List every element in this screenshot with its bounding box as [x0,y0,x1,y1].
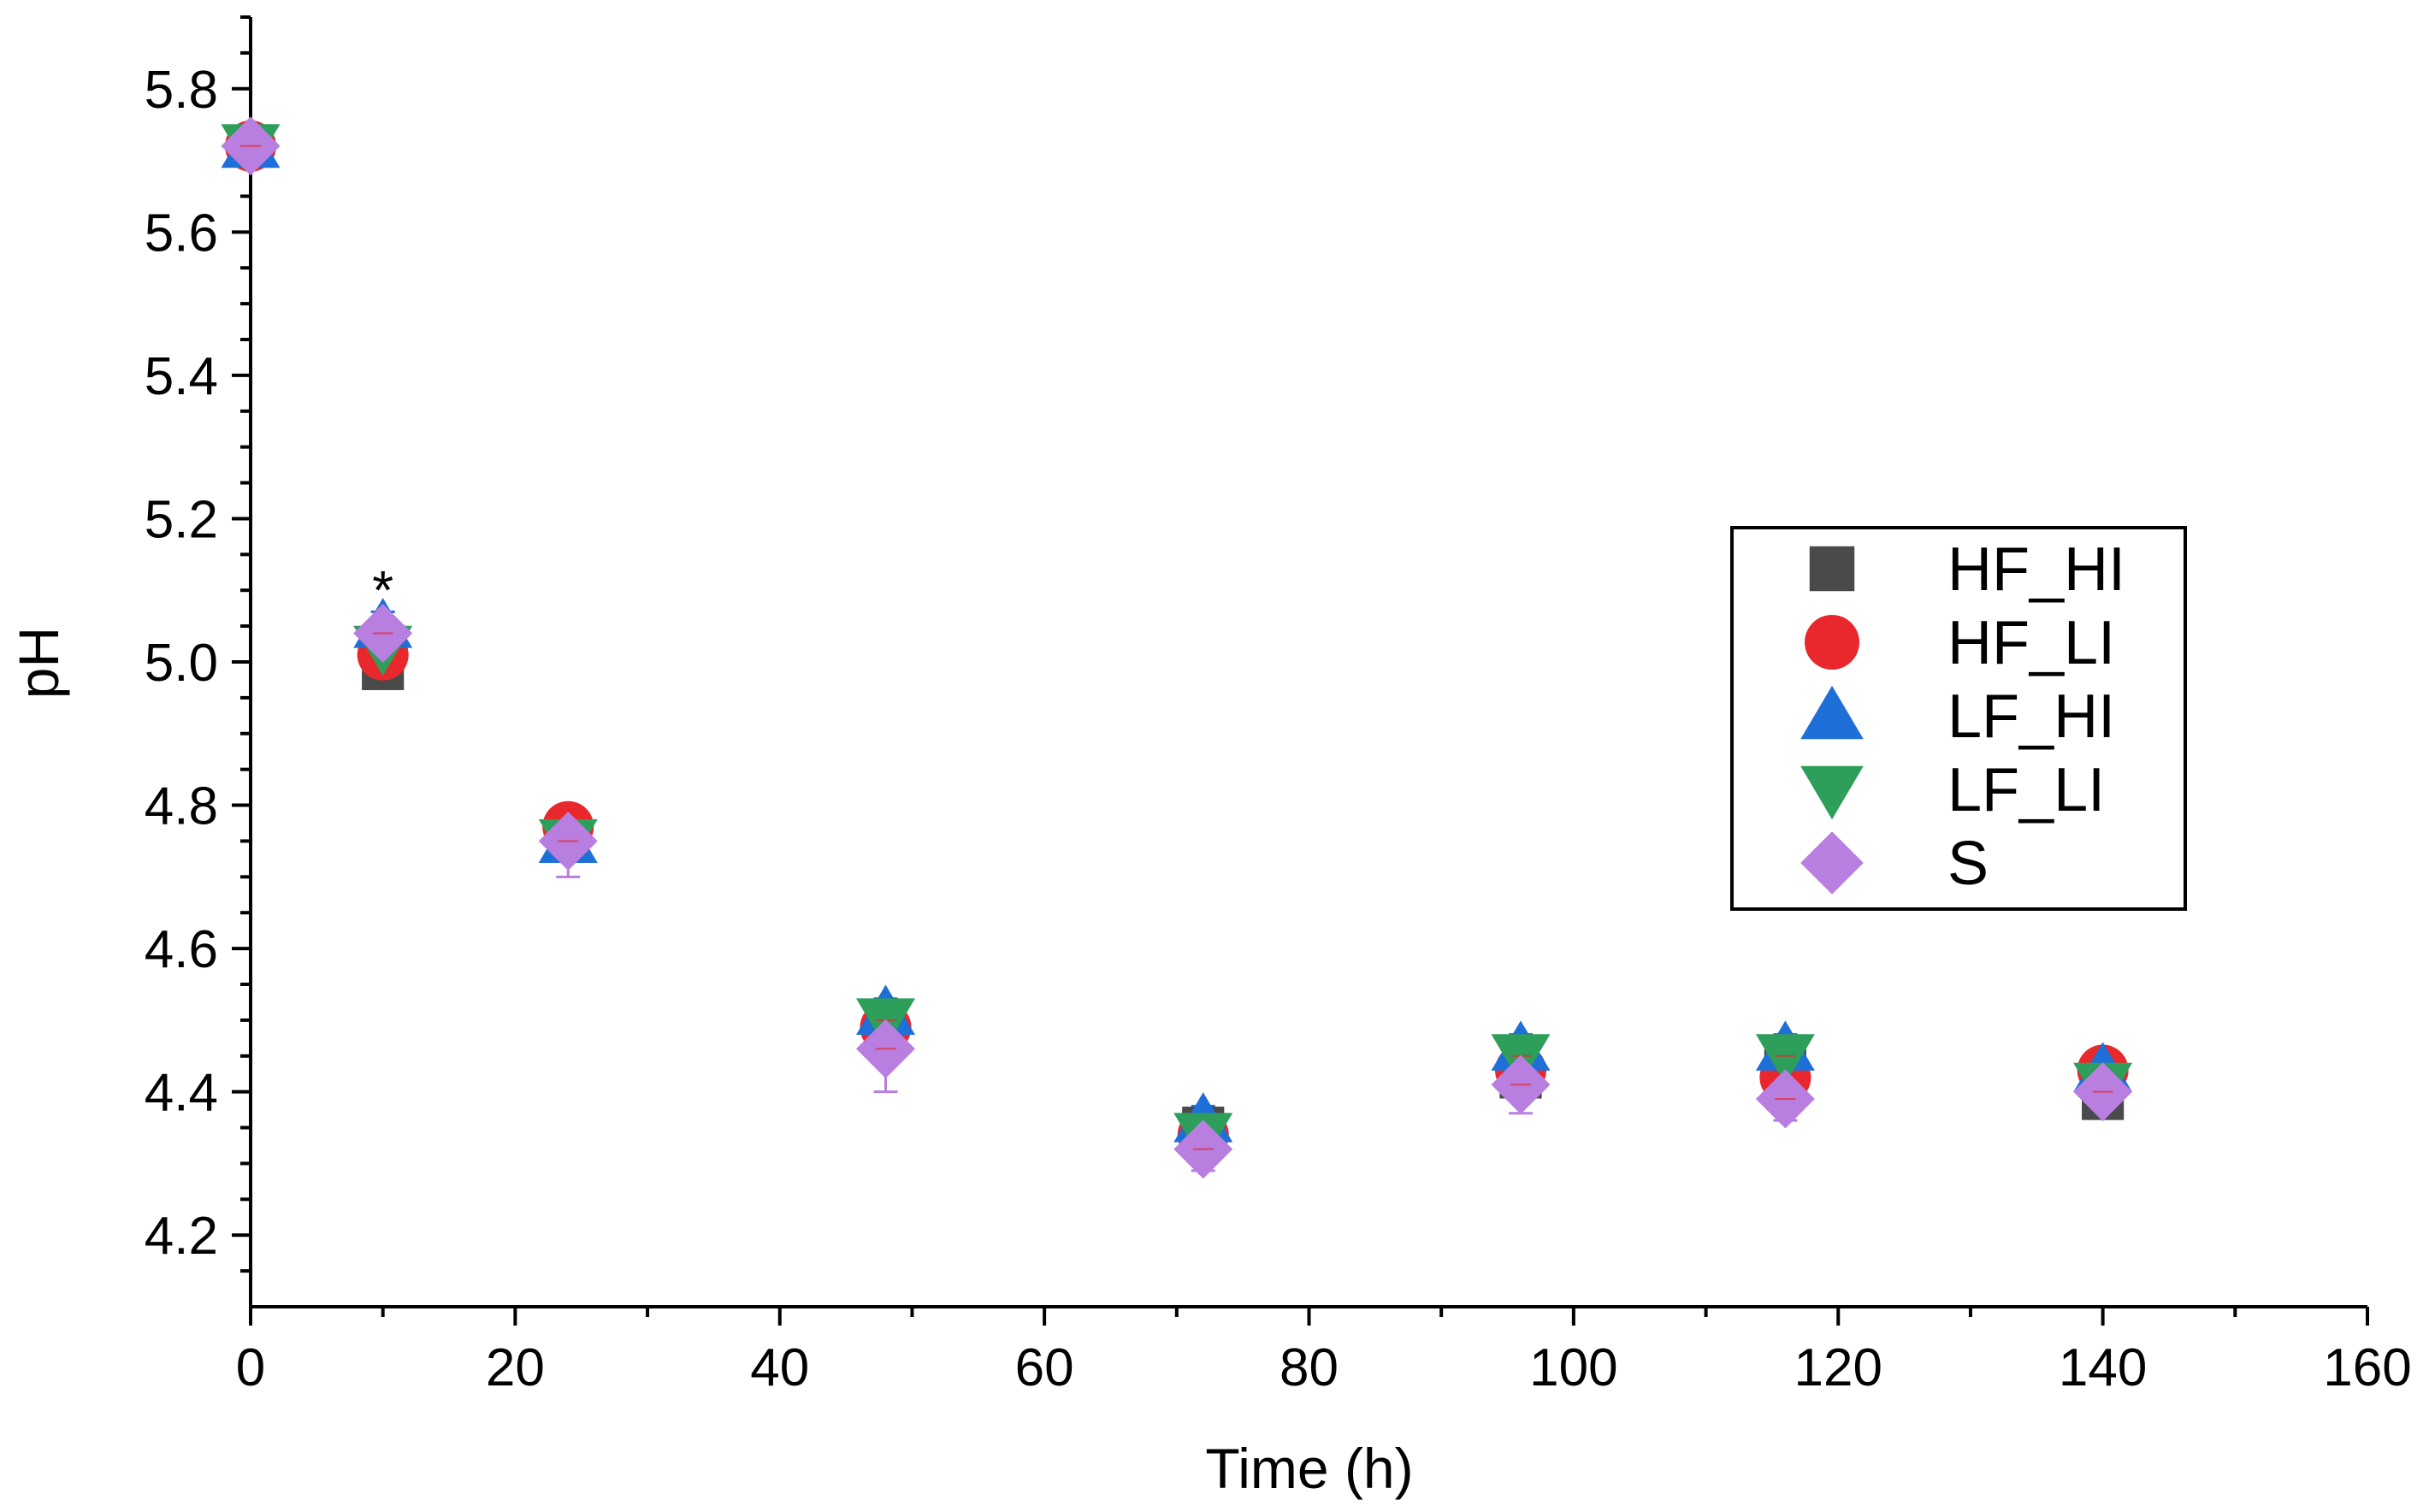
annotations: * [372,559,393,621]
x-tick-label: 40 [750,1338,809,1397]
y-tick-label: 5.2 [145,490,218,549]
y-tick-label: 4.2 [145,1207,218,1266]
legend-label-hf-li: HF_LI [1947,609,2115,677]
x-tick-label: 120 [1794,1338,1882,1397]
legend-marker-hf-li [1805,615,1859,670]
axes: 0 20 40 60 80 100 120 140 160 4.2 4.4 4.6 4.8 5.0 5.2 5… [145,15,2412,1397]
legend-marker-lf-li [1800,765,1864,820]
x-tick-label: 160 [2323,1338,2411,1397]
y-tick-label: 4.6 [145,920,218,979]
x-tick-label: 0 [236,1338,265,1397]
x-tick-label: 20 [486,1338,545,1397]
y-tick-label: 5.0 [145,634,218,693]
y-axis-title: pH [7,627,70,699]
x-tick-label: 60 [1015,1338,1074,1397]
x-tick-label: 80 [1280,1338,1339,1397]
y-tick-label: 4.8 [145,777,218,836]
significance-asterisk: * [372,559,393,621]
legend-label-lf-li: LF_LI [1947,756,2105,824]
x-tick-label: 100 [1529,1338,1617,1397]
x-axis-title: Time (h) [1205,1437,1413,1500]
legend-label-hf-hi: HF_HI [1947,535,2125,604]
legend-marker-s [1800,831,1864,895]
y-tick-label: 5.8 [145,61,218,120]
marker-lf-li [1755,1034,1815,1084]
x-tick-label: 140 [2059,1338,2147,1397]
legend-marker-lf-hi [1800,685,1864,740]
legend-marker-hf-hi [1809,546,1855,592]
legend-label-lf-hi: LF_HI [1947,682,2115,751]
legend-box [1730,526,2187,911]
y-tick-label: 5.6 [145,204,218,263]
y-tick-label: 4.4 [145,1064,218,1123]
y-tick-label: 5.4 [145,347,218,406]
data-markers [221,116,2133,1179]
legend-label-s: S [1947,830,1989,898]
